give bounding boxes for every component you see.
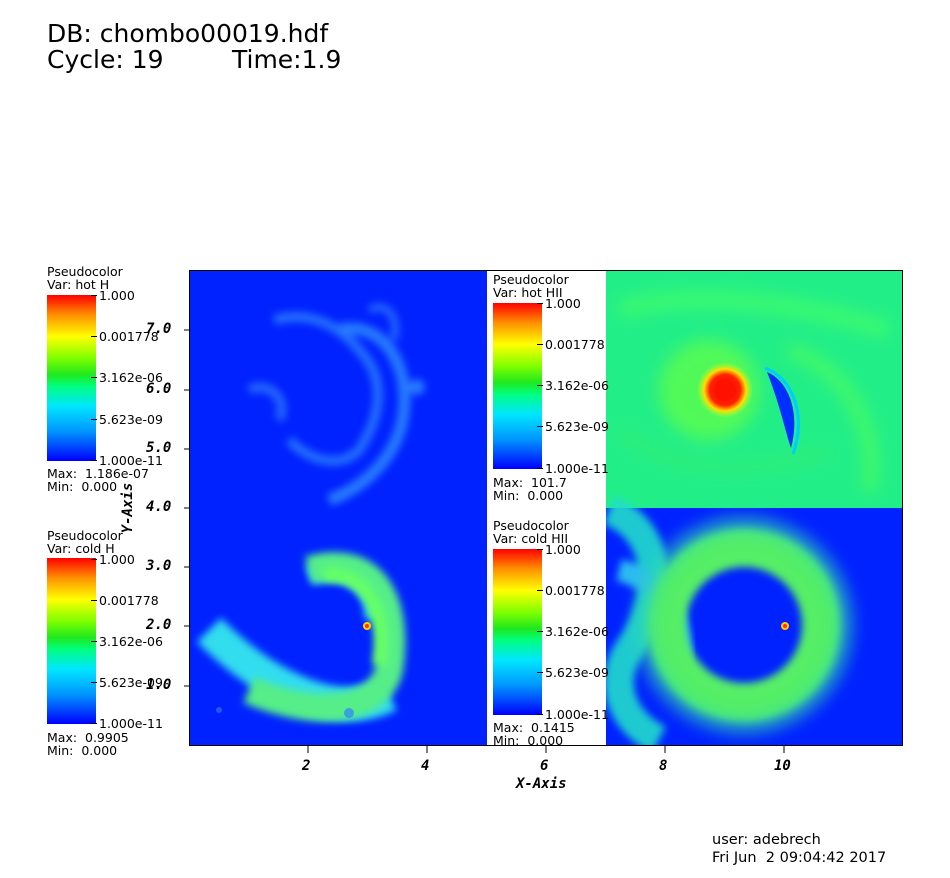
legend-title: Pseudocolor: [493, 272, 569, 287]
x-axis-title: X-Axis: [516, 776, 567, 792]
legend-var: Var: hot H: [47, 277, 110, 292]
y-axis-ticks: [184, 329, 190, 687]
y-tick-label: 6.0: [146, 381, 172, 397]
legend-var: Var: cold H: [47, 541, 115, 556]
legend-min: Min: 0.000: [47, 479, 118, 494]
legend-min: Min: 0.000: [493, 733, 564, 748]
legend-title: Pseudocolor: [47, 264, 123, 279]
legend-title: Pseudocolor: [47, 528, 123, 543]
legend-max: Max: 101.7: [493, 475, 567, 490]
x-axis-ticks: [307, 746, 785, 753]
legend-cold-hii: Pseudocolor Var: cold HII: [493, 519, 569, 545]
tick-label: 1.000e-11: [537, 461, 609, 476]
colorbar-hot-hii: [493, 303, 542, 469]
y-tick-label: 2.0: [146, 617, 172, 633]
x-tick-label: 8: [659, 758, 668, 774]
tick-label: 3.162e-06: [537, 624, 609, 639]
tick-label: 1.000e-11: [537, 707, 609, 722]
y-tick-label: 7.0: [146, 321, 172, 337]
tick-label: 5.623e-09: [91, 675, 163, 690]
legend-max: Max: 0.1415: [493, 720, 575, 735]
x-tick-label: 4: [421, 758, 430, 774]
db-label: DB: chombo00019.hdf: [47, 19, 329, 48]
colorbar-hot-h: [47, 295, 96, 461]
legend-hot-hii: Pseudocolor Var: hot HII: [493, 273, 569, 299]
legend-hot-h: Pseudocolor Var: hot H: [47, 265, 123, 291]
legend-min: Min: 0.000: [493, 488, 564, 503]
tick-label: 1.000: [537, 542, 581, 557]
tick-label: 5.623e-09: [537, 665, 609, 680]
tick-label: 3.162e-06: [91, 634, 163, 649]
tick-label: 3.162e-06: [537, 378, 609, 393]
tick-label: 1.000e-11: [91, 453, 163, 468]
colorbar-cold-h: [47, 558, 96, 724]
tick-label: 1.000: [537, 296, 581, 311]
tick-label: 0.001778: [91, 593, 159, 608]
x-tick-label: 6: [540, 758, 549, 774]
legend-min: Min: 0.000: [47, 743, 118, 758]
legend-max: Max: 0.9905: [47, 730, 129, 745]
user-label: user: adebrech: [712, 832, 821, 848]
tick-label: 0.001778: [91, 329, 159, 344]
y-tick-label: 3.0: [146, 558, 172, 574]
tick-label: 5.623e-09: [537, 419, 609, 434]
tick-label: 0.001778: [537, 583, 605, 598]
legend-var: Var: cold HII: [493, 531, 569, 546]
y-tick-label: 5.0: [146, 440, 172, 456]
x-tick-label: 10: [774, 758, 791, 774]
colorbar-cold-hii: [493, 549, 542, 715]
legend-var: Var: hot HII: [493, 285, 563, 300]
time-label: Time:1.9: [232, 45, 342, 74]
y-tick-label: 1.0: [146, 677, 172, 693]
plot-area: [189, 270, 903, 746]
date-label: Fri Jun 2 09:04:42 2017: [712, 850, 887, 866]
legend-title: Pseudocolor: [493, 518, 569, 533]
y-tick-label: 4.0: [146, 499, 172, 515]
y-axis-title: Y-Axis: [120, 482, 136, 534]
tick-label: 0.001778: [537, 337, 605, 352]
cycle-label: Cycle: 19: [47, 45, 164, 74]
tick-label: 1.000: [91, 288, 135, 303]
legend-max: Max: 1.186e-07: [47, 466, 149, 481]
tick-label: 1.000e-11: [91, 716, 163, 731]
tick-label: 3.162e-06: [91, 370, 163, 385]
x-tick-label: 2: [302, 758, 311, 774]
legend-cold-h: Pseudocolor Var: cold H: [47, 529, 123, 555]
tick-label: 1.000: [91, 552, 135, 567]
tick-label: 5.623e-09: [91, 412, 163, 427]
